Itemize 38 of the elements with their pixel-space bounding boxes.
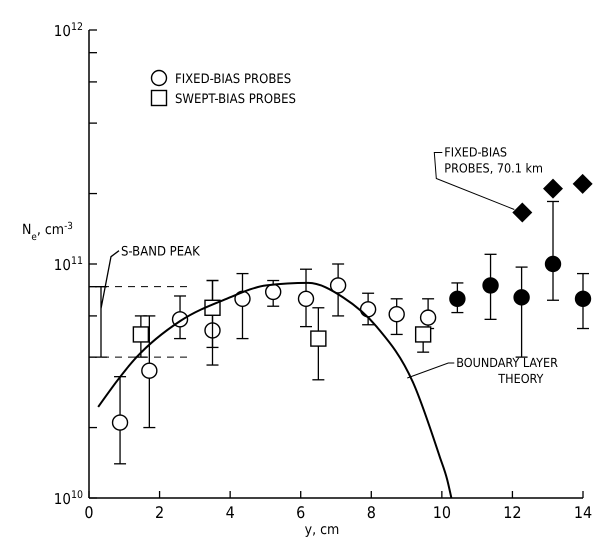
ref-line-label: S-BAND PEAK: [121, 244, 200, 260]
point: [234, 290, 251, 308]
point: [513, 289, 530, 306]
y-tick-label: 10$^{12}$: [54, 21, 83, 40]
x-tick-label: 8: [366, 503, 376, 522]
y-tick-label: 10$^{11}$: [54, 255, 83, 274]
point: [204, 322, 221, 339]
annotation: FIXED-BIAS PROBES, 70.1 km: [444, 144, 543, 176]
x-tick-label: 6: [296, 503, 306, 522]
point: [512, 202, 532, 222]
point: [330, 277, 346, 294]
x-tick-label: 12: [503, 503, 522, 522]
point: [414, 326, 432, 343]
x-tick-label: 2: [154, 503, 164, 522]
x-axis-title: y, cm: [304, 522, 340, 538]
legend-label: FIXED-BIAS PROBES: [175, 72, 292, 87]
point: [310, 330, 327, 347]
annotation: BOUNDARY LAYER THEORY: [456, 355, 558, 386]
point: [572, 174, 592, 194]
point: [141, 362, 158, 379]
point: [112, 414, 128, 431]
point: [298, 290, 314, 308]
x-tick-label: 10: [432, 503, 452, 522]
y-tick-label: 10$^{10}$: [54, 489, 83, 508]
point: [420, 309, 436, 326]
x-tick-label: 0: [84, 503, 94, 522]
y-axis-title: N$_{e}$, cm$^{-3}$: [22, 220, 73, 242]
point: [264, 284, 282, 300]
point: [132, 326, 150, 343]
point: [449, 290, 466, 308]
x-tick-label: 14: [574, 503, 592, 522]
point: [574, 290, 592, 308]
point: [388, 306, 405, 322]
point: [544, 256, 562, 272]
point: [482, 277, 499, 294]
x-tick-label: 4: [226, 503, 235, 522]
legend-label: SWEPT-BIAS PROBES: [175, 92, 296, 107]
point: [543, 178, 563, 198]
